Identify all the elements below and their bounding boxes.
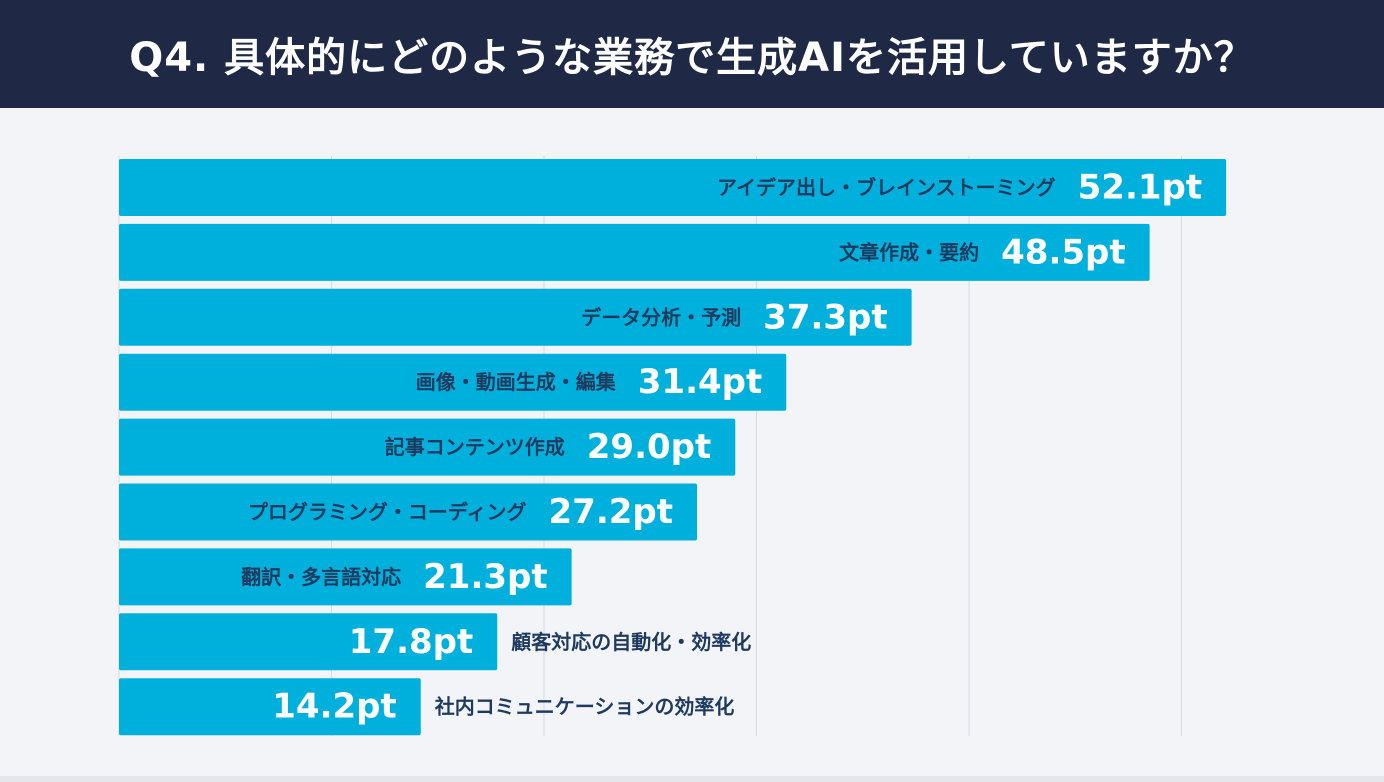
bar-group: 21.3pt 翻訳・多言語対応 bbox=[119, 548, 572, 606]
bar-category-label: 社内コミュニケーションの効率化 bbox=[434, 695, 735, 719]
chart-header: Q4. 具体的にどのような業務で生成AIを活用していますか？ bbox=[0, 0, 1384, 108]
bar-value-label: 17.8pt bbox=[349, 622, 473, 662]
bar-category-label: アイデア出し・ブレインストーミング bbox=[717, 176, 1056, 200]
bar-value-label: 31.4pt bbox=[638, 362, 762, 402]
bar-group: 17.8pt 顧客対応の自動化・効率化 bbox=[119, 613, 751, 671]
bar bbox=[119, 678, 421, 736]
bar bbox=[119, 613, 498, 671]
bar-group: 52.1pt アイデア出し・ブレインストーミング bbox=[119, 159, 1227, 216]
bar-group: 29.0pt 記事コンテンツ作成 bbox=[119, 418, 736, 476]
bar-value-label: 52.1pt bbox=[1078, 168, 1202, 208]
bar-value-label: 37.3pt bbox=[763, 297, 887, 337]
bar-category-label: 画像・動画生成・編集 bbox=[416, 370, 617, 394]
bar bbox=[119, 548, 572, 606]
bar-value-label: 21.3pt bbox=[423, 557, 547, 597]
bar-group: 14.2pt 社内コミュニケーションの効率化 bbox=[119, 678, 735, 736]
bar-chart: 52.1pt アイデア出し・ブレインストーミング 48.5pt 文章作成・要約 37.3… bbox=[118, 156, 1227, 736]
bar-category-label: 記事コンテンツ作成 bbox=[385, 435, 565, 459]
bar bbox=[119, 418, 736, 476]
bar-group: 27.2pt プログラミング・コーディング bbox=[119, 483, 697, 541]
bar-value-label: 27.2pt bbox=[549, 492, 673, 532]
bar bbox=[119, 223, 1150, 281]
bar bbox=[119, 353, 787, 411]
bars: 52.1pt アイデア出し・ブレインストーミング 48.5pt 文章作成・要約 37.3… bbox=[119, 159, 1227, 736]
bottom-divider bbox=[0, 776, 1384, 782]
bar-category-label: 翻訳・多言語対応 bbox=[241, 565, 401, 589]
bar-category-label: プログラミング・コーディング bbox=[248, 500, 527, 524]
chart-title: Q4. 具体的にどのような業務で生成AIを活用していますか？ bbox=[129, 35, 1255, 81]
bar bbox=[119, 483, 697, 541]
bar-group: 37.3pt データ分析・予測 bbox=[119, 288, 912, 346]
bar bbox=[119, 159, 1227, 216]
bar-category-label: 文章作成・要約 bbox=[839, 240, 979, 264]
bar-value-label: 48.5pt bbox=[1001, 232, 1125, 272]
bar-category-label: データ分析・予測 bbox=[581, 305, 741, 329]
chart-area: 52.1pt アイデア出し・ブレインストーミング 48.5pt 文章作成・要約 37.3… bbox=[0, 108, 1384, 776]
bar-group: 48.5pt 文章作成・要約 bbox=[119, 223, 1150, 281]
bar-value-label: 29.0pt bbox=[587, 427, 711, 467]
bar-value-label: 14.2pt bbox=[272, 687, 396, 727]
bar-category-label: 顧客対応の自動化・効率化 bbox=[511, 630, 751, 654]
bar bbox=[119, 288, 912, 346]
bar-group: 31.4pt 画像・動画生成・編集 bbox=[119, 353, 787, 411]
